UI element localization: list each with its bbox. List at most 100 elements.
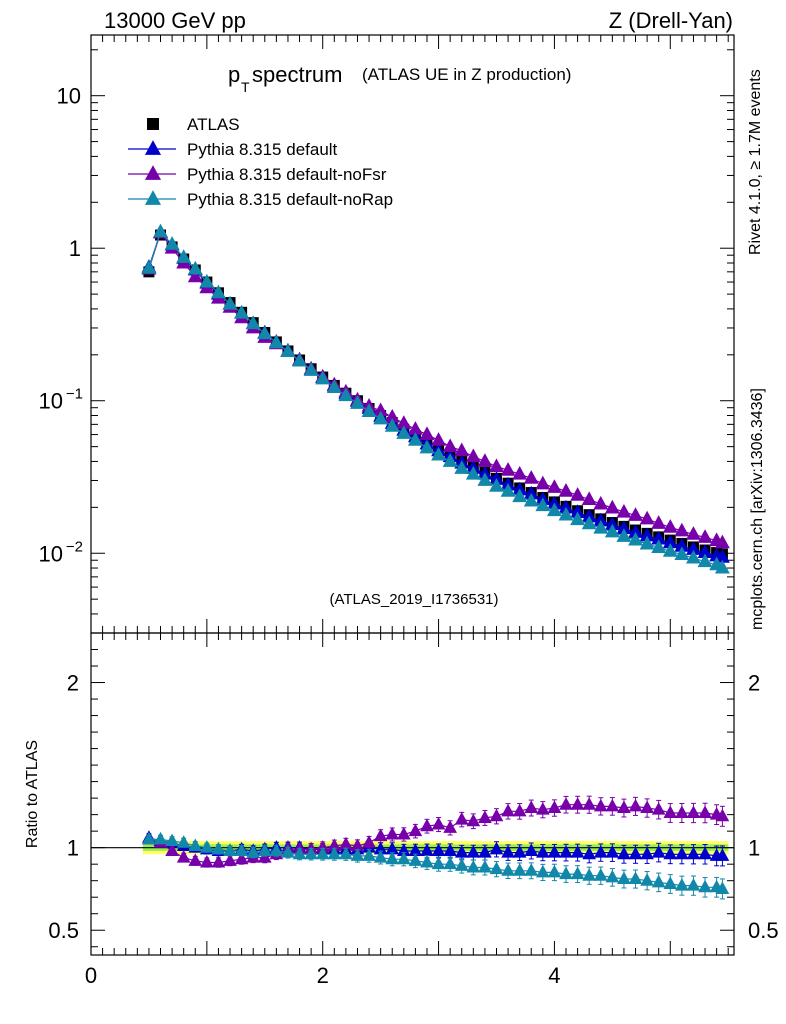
ratio-point-default [582, 846, 597, 860]
ratio-point-default [547, 845, 562, 858]
point-noFsr [523, 470, 539, 484]
ratio-point-default [640, 846, 654, 860]
ratio-frame [90, 632, 735, 956]
ratio-point-noRap [373, 850, 388, 863]
ratio-point-noRap [466, 859, 481, 873]
point-noFsr [674, 522, 690, 537]
point-noRap [570, 511, 586, 526]
ratio-point-noRap [640, 873, 654, 886]
point-noRap [268, 334, 284, 349]
point-noFsr [512, 465, 528, 480]
point-noRap [210, 284, 226, 299]
point-noFsr [454, 442, 470, 457]
ratio-point-default [478, 845, 492, 858]
point-noFsr [419, 426, 435, 441]
point-noRap [616, 528, 632, 542]
ratio-point-default [605, 845, 620, 858]
ratio-point-noRap [408, 853, 423, 866]
ratio-point-default [686, 846, 701, 860]
legend-label-default: Pythia 8.315 default [187, 140, 338, 159]
ratio-point-noRap [176, 835, 191, 848]
ratio-point-noRap [535, 864, 550, 878]
ratio-point-noFsr [466, 813, 481, 827]
ratio-point-noRap [188, 838, 203, 852]
point-noRap [593, 519, 609, 534]
ratio-point-default [559, 845, 573, 858]
point-noRap [558, 506, 574, 521]
header-left: 13000 GeV pp [104, 8, 246, 33]
ratio-point-noRap [663, 876, 678, 889]
ratio-y-label-right: 0.5 [748, 918, 779, 943]
ratio-point-noRap [617, 871, 631, 885]
ratio-point-noFsr [651, 802, 666, 815]
ratio-point-default [593, 845, 608, 858]
x-tick-label: 4 [548, 963, 560, 988]
point-noFsr [581, 491, 597, 505]
point-noRap [257, 325, 273, 340]
ratio-point-noRap [570, 866, 585, 880]
point-noFsr [616, 503, 632, 518]
ratio-point-noRap [593, 868, 608, 881]
point-noFsr [714, 534, 730, 549]
ratio-point-noRap [524, 863, 539, 876]
ratio-point-default [431, 843, 446, 856]
point-noRap [500, 483, 516, 497]
point-noFsr [535, 475, 551, 490]
point-noRap [651, 539, 667, 553]
point-noRap [535, 497, 551, 512]
point-noFsr [442, 438, 458, 453]
legend-marker-noRap [144, 190, 162, 205]
ratio-point-noFsr [408, 823, 423, 837]
ratio-point-default [617, 846, 631, 860]
ratio-point-noFsr [200, 854, 214, 868]
ratio-point-noRap [420, 854, 434, 868]
point-noRap [384, 418, 400, 432]
ratio-point-noRap [396, 851, 411, 865]
point-noFsr [570, 487, 586, 501]
ratio-point-noRap [715, 881, 730, 894]
ratio-point-noRap [142, 831, 156, 845]
ratio-point-noRap [628, 871, 643, 885]
ratio-y-label-right: 2 [748, 671, 760, 696]
point-noRap [431, 446, 447, 461]
ratio-point-noFsr [570, 797, 585, 810]
point-noRap [407, 432, 423, 446]
ratio-point-noRap [489, 861, 504, 875]
point-noRap [164, 236, 180, 250]
ratio-point-noFsr [176, 850, 191, 863]
ratio-point-noFsr [373, 828, 388, 842]
ratio-point-default [454, 845, 469, 858]
point-noFsr [628, 507, 643, 521]
ratio-point-default [524, 843, 539, 856]
ratio-point-default [675, 846, 689, 860]
ratio-point-noFsr [559, 797, 573, 810]
point-noRap [326, 379, 342, 394]
point-noFsr [604, 499, 620, 514]
point-noRap [674, 546, 690, 561]
analysis-watermark: (ATLAS_2019_I1736531) [329, 591, 498, 608]
ratio-point-noFsr [501, 803, 515, 817]
legend-marker-noFsr [144, 165, 162, 180]
x-tick-label: 2 [317, 963, 329, 988]
ratio-point-noRap [234, 843, 249, 856]
ratio-point-noFsr [234, 851, 249, 865]
ratio-point-default [715, 848, 730, 861]
ratio-point-noFsr [715, 808, 730, 822]
point-noRap [546, 502, 562, 517]
ratio-point-noRap [686, 878, 701, 891]
ratio-point-default [466, 845, 481, 858]
point-noFsr [489, 458, 504, 473]
y-tick-label-exp: −2 [66, 538, 83, 555]
ratio-point-noRap [350, 848, 365, 861]
y-tick-label-main: 10 [39, 389, 63, 414]
y-tick-label-exp: −1 [66, 386, 83, 403]
ratio-point-noFsr [223, 853, 237, 866]
ratio-point-noRap [339, 846, 353, 860]
ratio-point-noFsr [675, 805, 689, 818]
rivet-label: Rivet 4.1.0, ≥ 1.7M events [747, 69, 764, 255]
ratio-point-noRap [675, 878, 689, 891]
title-extra: (ATLAS UE in Z production) [362, 65, 571, 84]
point-noFsr [546, 479, 562, 493]
